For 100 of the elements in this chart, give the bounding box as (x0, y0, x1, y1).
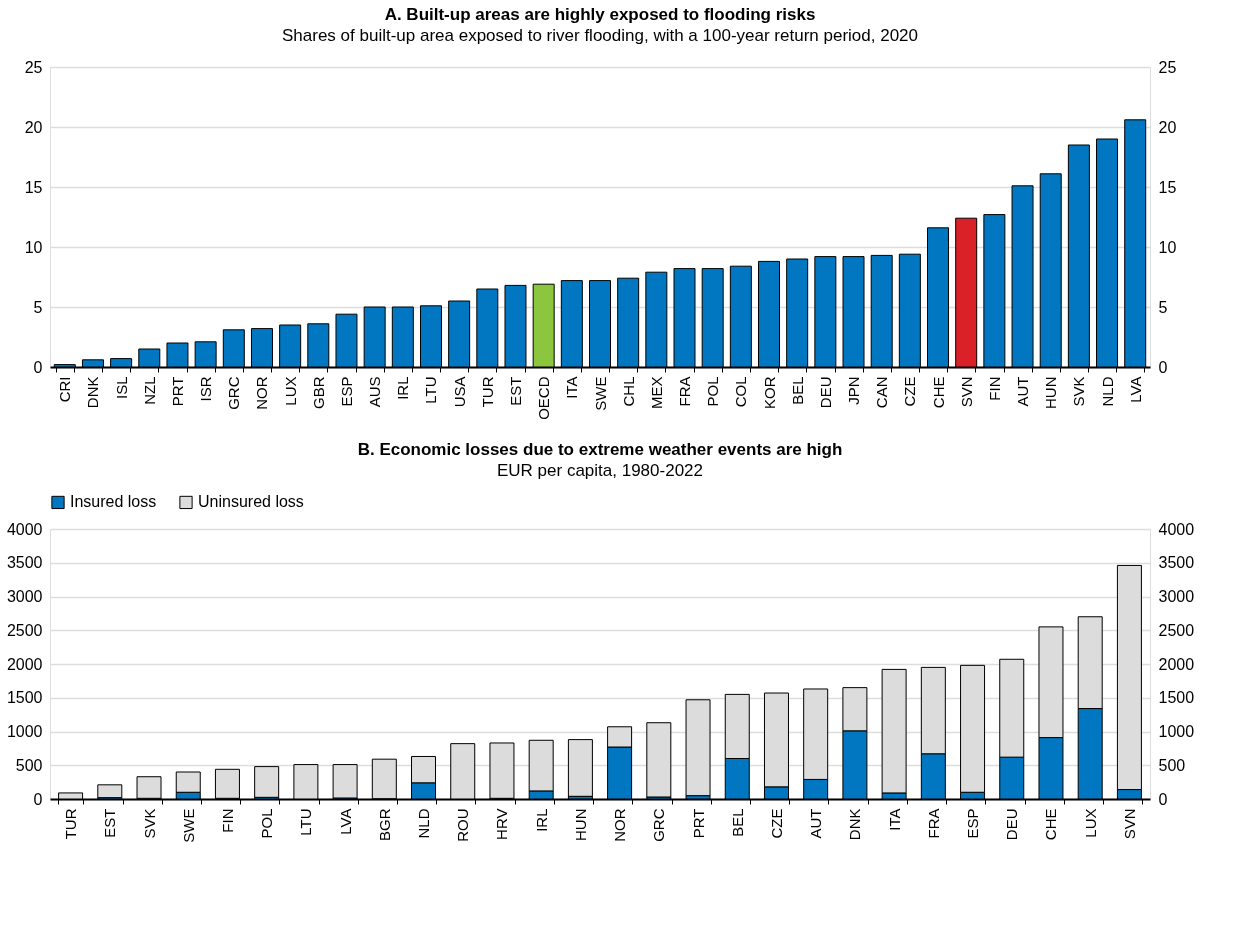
y2-tick-label: 5 (1158, 298, 1168, 316)
x-tick-label: LVA (1126, 376, 1144, 403)
y-tick-label: 4000 (6, 520, 43, 538)
x-tick-label: DEU (816, 376, 834, 409)
x-tick-label: GRC (225, 376, 243, 410)
chart-title: A. Built-up areas are highly exposed to flooding risks (384, 5, 816, 24)
y-tick-label: 20 (24, 118, 43, 136)
x-tick-label: BEL (728, 808, 746, 837)
x-tick-label: HRV (493, 808, 511, 840)
x-tick-label: EST (506, 376, 524, 406)
x-tick-label: ITA (885, 808, 903, 831)
y-tick-label: 1000 (6, 723, 43, 740)
y2-tick-label: 2500 (1158, 621, 1195, 639)
x-tick-label: IRL (532, 808, 550, 832)
y2-tick-label: 20 (1158, 118, 1177, 136)
y2-tick-label: 4000 (1158, 520, 1195, 538)
x-tick-label: CHE (929, 376, 947, 409)
x-tick-label: ISL (112, 376, 130, 400)
x-tick-label: GBR (309, 376, 327, 410)
x-tick-label: FIN (985, 376, 1003, 401)
x-tick-label: COL (732, 376, 750, 408)
x-tick-label: CAN (873, 376, 891, 409)
x-tick-label: HUN (1042, 376, 1060, 409)
x-tick-label: ESP (964, 808, 982, 839)
x-tick-label: FRA (924, 808, 942, 839)
x-tick-label: SVK (140, 808, 158, 839)
x-tick-label: SWE (179, 808, 197, 843)
x-tick-label: PRT (689, 808, 707, 839)
x-tick-label: CZE (901, 376, 919, 407)
x-tick-label: SVK (1070, 376, 1088, 407)
y2-tick-label: 1000 (1158, 723, 1195, 740)
x-tick-label: LVA (336, 808, 354, 835)
chart-title: B. Economic losses due to extreme weather events are high (357, 440, 843, 459)
x-tick-label: FIN (218, 808, 236, 833)
x-tick-label: DNK (846, 808, 864, 841)
y2-tick-label: 2000 (1158, 655, 1195, 673)
x-tick-label: CHL (619, 376, 637, 407)
x-tick-label: TUR (478, 376, 496, 408)
x-tick-label: AUS (366, 376, 384, 408)
x-tick-label: JPN (845, 376, 863, 405)
x-tick-label: EST (101, 808, 119, 838)
x-tick-label: SVN (1120, 808, 1138, 840)
x-tick-label: POL (258, 808, 276, 839)
x-tick-label: MEX (647, 376, 665, 410)
y-tick-label: 2500 (6, 621, 43, 639)
x-tick-label: DNK (84, 376, 102, 409)
y2-tick-label: 10 (1158, 238, 1177, 256)
y-tick-label: 0 (33, 358, 43, 376)
x-tick-label: ITA (563, 376, 581, 399)
x-tick-label: USA (450, 376, 468, 408)
x-tick-label: LUX (281, 376, 299, 406)
x-tick-label: IRL (394, 376, 412, 400)
x-tick-label: ISR (197, 376, 215, 402)
legend-label: Insured loss (70, 493, 157, 511)
y2-tick-label: 25 (1158, 58, 1177, 76)
x-tick-label: CHE (1042, 808, 1060, 841)
x-tick-label: PRT (168, 376, 186, 407)
y2-tick-label: 3000 (1158, 588, 1195, 605)
x-tick-label: KOR (760, 376, 778, 410)
x-tick-label: LUX (1081, 808, 1099, 838)
y2-tick-label: 500 (1158, 756, 1186, 774)
y-tick-label: 10 (24, 238, 43, 256)
x-tick-label: SWE (591, 376, 609, 411)
x-tick-label: NZL (140, 376, 158, 405)
x-tick-label: AUT (1014, 376, 1032, 407)
chart-subtitle: EUR per capita, 1980-2022 (496, 461, 704, 480)
x-tick-label: LTU (297, 808, 315, 836)
y-tick-label: 3500 (6, 554, 43, 572)
x-tick-label: FRA (676, 376, 694, 407)
x-tick-label: POL (704, 376, 722, 407)
y2-tick-label: 15 (1158, 178, 1177, 196)
x-tick-label: BGR (375, 808, 393, 842)
y-tick-label: 0 (33, 790, 43, 808)
y-tick-label: 25 (24, 58, 43, 76)
y2-tick-label: 3500 (1158, 554, 1195, 572)
x-tick-label: TUR (62, 808, 80, 840)
x-tick-label: NOR (611, 808, 629, 842)
legend-label: Uninsured loss (198, 493, 304, 511)
x-tick-label: DEU (1003, 808, 1021, 841)
x-tick-label: CZE (767, 808, 785, 839)
y-tick-label: 1500 (6, 689, 43, 707)
x-tick-label: AUT (807, 808, 825, 839)
x-tick-label: CRI (56, 376, 74, 403)
x-tick-label: HUN (571, 808, 589, 841)
x-tick-label: OECD (535, 376, 553, 420)
x-tick-label: BEL (788, 376, 806, 405)
y-tick-label: 15 (24, 178, 43, 196)
y2-tick-label: 0 (1158, 358, 1168, 376)
y-tick-label: 2000 (6, 655, 43, 673)
x-tick-label: LTU (422, 376, 440, 404)
y-tick-label: 3000 (6, 588, 43, 605)
x-tick-label: NOR (253, 376, 271, 410)
y-tick-label: 500 (15, 756, 43, 774)
x-tick-label: SVN (957, 376, 975, 408)
x-tick-label: ROU (454, 808, 472, 842)
y-tick-label: 5 (33, 298, 43, 316)
x-tick-label: NLD (1098, 376, 1116, 407)
x-tick-label: GRC (650, 808, 668, 842)
y2-tick-label: 1500 (1158, 689, 1195, 707)
x-tick-label: ESP (337, 376, 355, 407)
